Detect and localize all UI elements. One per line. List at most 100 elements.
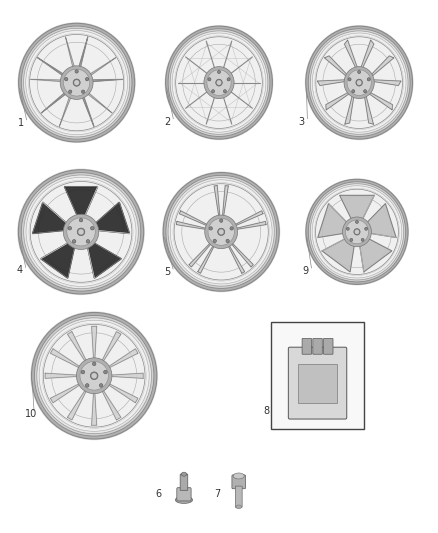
Ellipse shape — [24, 175, 138, 289]
Polygon shape — [101, 332, 121, 364]
Ellipse shape — [181, 472, 187, 476]
Ellipse shape — [365, 227, 367, 230]
Polygon shape — [66, 37, 77, 75]
Polygon shape — [233, 211, 263, 227]
Ellipse shape — [223, 90, 226, 93]
Ellipse shape — [213, 239, 216, 243]
Polygon shape — [87, 242, 121, 278]
Ellipse shape — [174, 184, 268, 280]
Ellipse shape — [170, 180, 272, 284]
Polygon shape — [60, 89, 72, 126]
Polygon shape — [42, 89, 72, 113]
Ellipse shape — [99, 384, 103, 387]
Ellipse shape — [230, 227, 233, 230]
Ellipse shape — [24, 28, 130, 137]
Ellipse shape — [166, 26, 272, 139]
Ellipse shape — [86, 239, 90, 243]
Ellipse shape — [43, 325, 145, 427]
Polygon shape — [41, 242, 75, 278]
Polygon shape — [325, 56, 350, 77]
Ellipse shape — [35, 316, 153, 435]
Ellipse shape — [315, 189, 399, 274]
Polygon shape — [45, 373, 80, 378]
Ellipse shape — [310, 31, 408, 134]
Polygon shape — [67, 332, 88, 364]
Ellipse shape — [22, 173, 140, 290]
Ellipse shape — [21, 26, 132, 139]
Polygon shape — [369, 56, 394, 77]
Ellipse shape — [355, 230, 359, 234]
Ellipse shape — [32, 312, 157, 439]
Polygon shape — [81, 89, 112, 113]
Polygon shape — [106, 383, 138, 403]
Ellipse shape — [30, 311, 158, 440]
Polygon shape — [339, 195, 374, 220]
Ellipse shape — [68, 227, 71, 230]
Polygon shape — [344, 40, 358, 71]
Text: 2: 2 — [164, 117, 170, 126]
Ellipse shape — [26, 177, 136, 286]
Ellipse shape — [166, 176, 276, 288]
Ellipse shape — [170, 31, 268, 134]
Ellipse shape — [80, 361, 108, 390]
Ellipse shape — [85, 77, 89, 81]
Ellipse shape — [356, 79, 362, 86]
Polygon shape — [101, 388, 121, 420]
Polygon shape — [360, 238, 392, 272]
Ellipse shape — [358, 70, 360, 74]
Ellipse shape — [176, 37, 262, 128]
Ellipse shape — [204, 67, 234, 99]
Ellipse shape — [364, 90, 367, 93]
Ellipse shape — [162, 172, 280, 292]
Polygon shape — [42, 89, 72, 113]
Ellipse shape — [356, 221, 358, 223]
Ellipse shape — [343, 217, 371, 247]
Polygon shape — [108, 373, 143, 378]
Polygon shape — [230, 242, 253, 267]
Ellipse shape — [208, 78, 211, 81]
Ellipse shape — [77, 228, 85, 236]
Ellipse shape — [170, 31, 268, 134]
Ellipse shape — [207, 70, 231, 95]
FancyBboxPatch shape — [313, 338, 322, 354]
Polygon shape — [32, 202, 68, 233]
Ellipse shape — [357, 80, 361, 85]
Ellipse shape — [73, 79, 80, 86]
Text: 3: 3 — [298, 117, 304, 126]
FancyBboxPatch shape — [232, 475, 246, 489]
Polygon shape — [92, 326, 97, 361]
Ellipse shape — [166, 175, 276, 288]
Ellipse shape — [163, 173, 279, 291]
Ellipse shape — [305, 25, 413, 140]
Ellipse shape — [26, 30, 127, 135]
Polygon shape — [106, 349, 138, 369]
Ellipse shape — [314, 188, 399, 276]
Ellipse shape — [172, 33, 266, 132]
Ellipse shape — [233, 473, 244, 479]
Ellipse shape — [308, 29, 410, 136]
Ellipse shape — [219, 229, 224, 235]
Polygon shape — [94, 202, 130, 233]
Text: 8: 8 — [264, 407, 270, 416]
Ellipse shape — [63, 214, 99, 249]
Polygon shape — [318, 204, 348, 238]
Ellipse shape — [316, 37, 403, 128]
FancyBboxPatch shape — [235, 486, 242, 507]
FancyBboxPatch shape — [180, 474, 188, 490]
Ellipse shape — [18, 22, 136, 143]
Polygon shape — [189, 242, 212, 267]
Ellipse shape — [22, 27, 131, 139]
Ellipse shape — [76, 358, 112, 394]
Polygon shape — [77, 37, 88, 75]
Ellipse shape — [306, 26, 413, 139]
Ellipse shape — [85, 384, 89, 387]
Ellipse shape — [78, 229, 84, 235]
Ellipse shape — [354, 229, 360, 235]
Ellipse shape — [312, 33, 406, 132]
Ellipse shape — [168, 177, 274, 286]
Ellipse shape — [18, 23, 135, 142]
Text: 4: 4 — [17, 265, 23, 275]
FancyBboxPatch shape — [177, 488, 191, 501]
Ellipse shape — [79, 219, 83, 222]
Polygon shape — [322, 238, 354, 272]
